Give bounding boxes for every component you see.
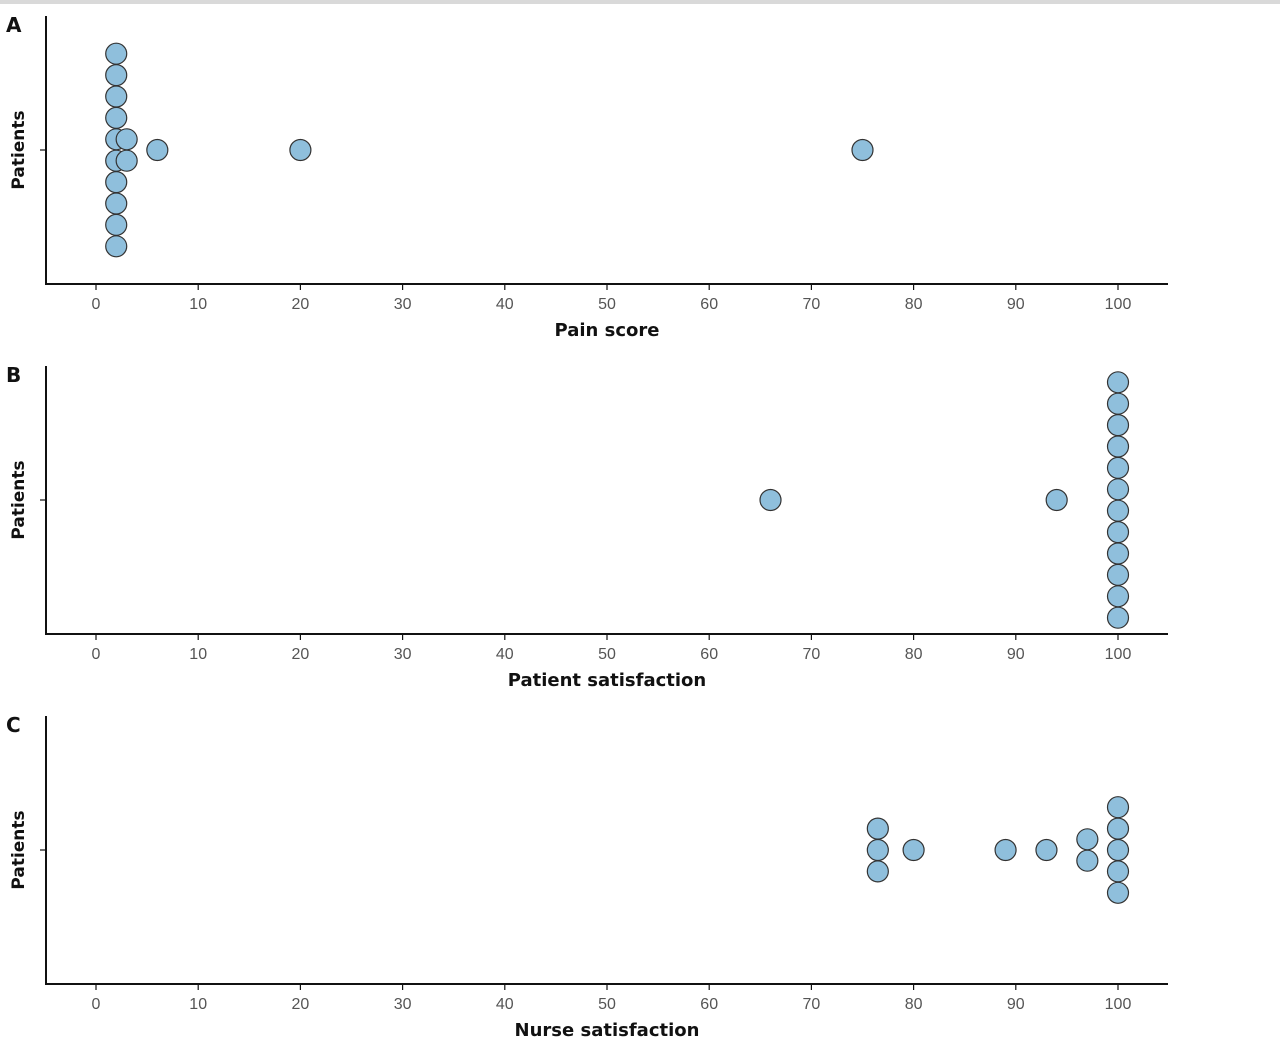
x-tick-label: 10 [189,646,207,663]
data-point [1106,520,1130,544]
data-point [1076,849,1099,872]
data-point [1106,392,1130,415]
x-tick-label: 20 [292,646,310,663]
data-point [994,838,1017,862]
x-tick-label: 0 [92,996,101,1013]
data-point [1106,606,1130,629]
data-points [759,371,1130,629]
data-point [289,138,312,162]
data-point [105,42,128,65]
data-point [1106,456,1130,479]
data-point [1035,838,1058,862]
x-tick-label: 80 [905,296,923,313]
panel-a: A Patients 0 10 20 30 40 50 60 70 80 90 100 Pain scor… [6,13,1168,341]
x-tick-label: 20 [292,296,310,313]
x-tick-label: 90 [1007,646,1025,663]
data-point [866,817,889,840]
panel-label: A [6,13,22,37]
x-axis-title: Pain score [555,320,660,341]
data-point [105,85,128,108]
data-point [866,860,889,883]
data-point [866,838,889,862]
data-point [1106,499,1130,522]
x-tick-label: 40 [496,996,514,1013]
data-point [1106,838,1130,862]
y-axis-title: Patients [9,810,29,889]
x-tick-label: 70 [803,996,821,1013]
data-point [1045,488,1068,512]
x-tick-label: 90 [1007,296,1025,313]
y-axis-title: Patients [9,110,29,189]
data-point [105,63,128,87]
data-points [866,796,1130,904]
panel-b: B Patients 0 10 20 30 40 50 60 70 80 90 100 Patient s… [6,363,1168,691]
x-axis-title: Patient satisfaction [508,670,706,691]
data-point [1106,563,1130,587]
x-tick-label: 60 [700,996,718,1013]
x-tick-label: 50 [598,996,616,1013]
y-axis-title: Patients [9,460,29,539]
data-point [105,192,128,215]
data-point [115,149,138,172]
x-tick-label: 60 [700,646,718,663]
x-tick-label: 80 [905,646,923,663]
top-border [0,0,1280,4]
data-point [1106,881,1130,904]
x-tick-label: 100 [1105,996,1132,1013]
x-tick-label: 0 [92,296,101,313]
x-tick-label: 70 [803,646,821,663]
x-tick-label: 80 [905,996,923,1013]
x-tick-label: 50 [598,646,616,663]
x-tick-label: 10 [189,996,207,1013]
data-point [851,138,874,162]
data-point [1106,860,1130,883]
x-tick-label: 30 [394,996,412,1013]
data-point [1076,828,1099,851]
data-point [115,128,138,151]
data-point [759,488,782,512]
data-point [1106,585,1130,608]
x-tick-label: 70 [803,296,821,313]
x-tick-label: 10 [189,296,207,313]
x-tick-label: 60 [700,296,718,313]
data-point [902,838,925,862]
data-point [146,138,169,162]
x-tick-label: 30 [394,296,412,313]
x-tick-label: 40 [496,646,514,663]
x-tick-label: 50 [598,296,616,313]
data-point [1106,414,1130,437]
data-point [105,213,128,236]
data-point [105,171,128,194]
data-point [1106,796,1130,819]
data-point [1106,371,1130,394]
data-points [105,42,874,258]
data-point [1106,435,1130,458]
panel-c: C Patients 0 10 20 30 40 50 60 70 80 90 100 Nurse sat… [6,713,1168,1041]
data-point [1106,817,1130,840]
x-tick-label: 30 [394,646,412,663]
x-tick-label: 90 [1007,996,1025,1013]
x-tick-label: 0 [92,646,101,663]
x-tick-label: 100 [1105,296,1132,313]
data-point [1106,542,1130,565]
data-point [105,235,128,258]
x-tick-label: 40 [496,296,514,313]
data-point [105,106,128,130]
panel-label: C [6,713,21,737]
panel-label: B [6,363,21,387]
x-tick-label: 100 [1105,646,1132,663]
x-tick-label: 20 [292,996,310,1013]
x-axis-title: Nurse satisfaction [515,1020,700,1041]
data-point [1106,478,1130,501]
